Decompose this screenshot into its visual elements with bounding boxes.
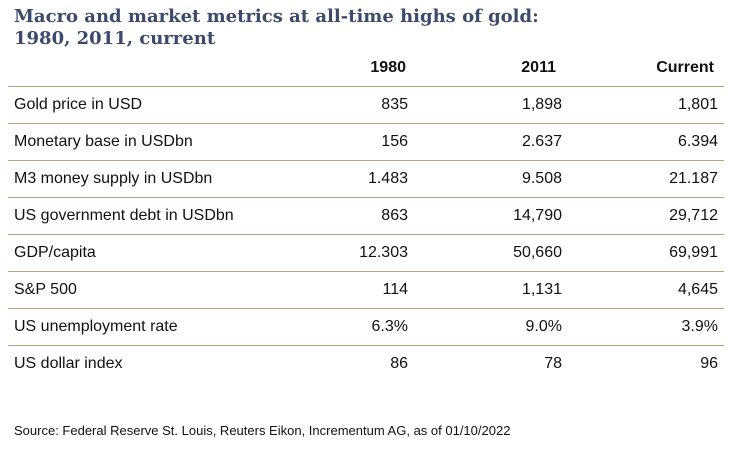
value-1980: 86 [390, 355, 408, 372]
metrics-table: 1980 2011 Current Gold price in USD 835 … [8, 50, 724, 383]
header-2011: 2011 [521, 59, 556, 76]
row-label: Gold price in USD [14, 96, 143, 113]
value-current: 69,991 [669, 244, 718, 261]
value-2011: 9.0% [525, 318, 562, 335]
row-label: GDP/capita [14, 244, 96, 261]
value-2011: 50,660 [513, 244, 562, 261]
value-2011: 2.637 [521, 133, 562, 150]
value-current: 6.394 [677, 133, 718, 150]
value-current: 3.9% [681, 318, 718, 335]
value-current: 21.187 [669, 170, 718, 187]
row-label: US dollar index [14, 355, 123, 372]
value-current: 96 [700, 355, 718, 372]
title-line-2: 1980, 2011, current [14, 28, 216, 49]
value-1980: 12.303 [359, 244, 408, 261]
value-2011: 78 [544, 355, 562, 372]
header-1980: 1980 [370, 59, 406, 76]
value-2011: 1,131 [521, 281, 562, 298]
value-1980: 6.3% [371, 318, 408, 335]
value-current: 29,712 [669, 207, 718, 224]
source-note: Source: Federal Reserve St. Louis, Reute… [14, 423, 511, 438]
value-1980: 114 [382, 281, 408, 298]
row-label: US government debt in USDbn [14, 207, 234, 224]
row-label: S&P 500 [14, 281, 77, 298]
table-row: US unemployment rate 6.3% 9.0% 3.9% [8, 309, 724, 346]
table-row: Gold price in USD 835 1,898 1,801 [8, 87, 724, 124]
row-label: US unemployment rate [14, 318, 178, 335]
table-row: M3 money supply in USDbn 1.483 9.508 21.… [8, 161, 724, 198]
table-row: GDP/capita 12.303 50,660 69,991 [8, 235, 724, 272]
table-row: S&P 500 114 1,131 4,645 [8, 272, 724, 309]
title-line-1: Macro and market metrics at all-time hig… [14, 6, 539, 27]
value-current: 4,645 [677, 281, 718, 298]
value-1980: 835 [381, 96, 408, 113]
header-current: Current [656, 59, 714, 76]
value-2011: 1,898 [521, 96, 562, 113]
value-2011: 9.508 [521, 170, 562, 187]
value-1980: 863 [381, 207, 408, 224]
table-row: Monetary base in USDbn 156 2.637 6.394 [8, 124, 724, 161]
table-row: US government debt in USDbn 863 14,790 2… [8, 198, 724, 235]
value-current: 1,801 [677, 96, 718, 113]
value-1980: 156 [381, 133, 408, 150]
table-title: Macro and market metrics at all-time hig… [14, 6, 734, 50]
row-label: Monetary base in USDbn [14, 133, 193, 150]
table-row: US dollar index 86 78 96 [8, 346, 724, 383]
row-label: M3 money supply in USDbn [14, 170, 213, 187]
value-1980: 1.483 [367, 170, 408, 187]
value-2011: 14,790 [513, 207, 562, 224]
table-header-row: 1980 2011 Current [8, 50, 724, 87]
